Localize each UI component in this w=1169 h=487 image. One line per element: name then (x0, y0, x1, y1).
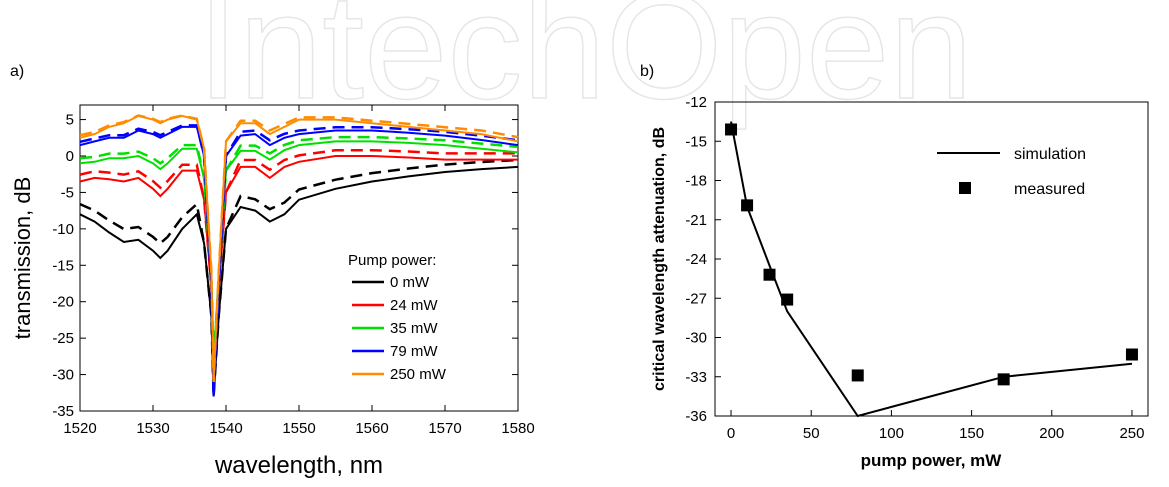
panel-b-y-tick-label: -15 (685, 133, 707, 150)
panel-b-x-tick-label: 250 (1119, 425, 1144, 442)
panel-a-legend-label: 250 mW (390, 366, 447, 383)
panel-a-y-tick-label: -25 (52, 330, 74, 347)
panel-b-y-tick-label: -12 (685, 94, 707, 111)
panel-a-plot-frame (79, 104, 519, 412)
panel-b-legend-square-swatch (959, 182, 971, 194)
panel-a-legend: Pump power: 0 mW 24 mW 35 mW 79 mW 250 mW (348, 252, 447, 383)
panel-b-x-tick-label: 0 (727, 425, 735, 442)
panel-b-measured-marker (851, 369, 864, 382)
panel-a-y-tick-label: -10 (52, 221, 74, 238)
panel-b-legend-label: simulation (1014, 146, 1086, 163)
panel-a-legend-label: 0 mW (390, 274, 430, 291)
panel-a-series-line (79, 125, 519, 397)
panel-b-measured-marker (781, 293, 794, 306)
panel-a-x-tick-label: 1570 (428, 420, 461, 437)
panel-a-y-tick-label: -15 (52, 257, 74, 274)
panel-b: b) 0 50 100 150 200 250 -12 -15 -18 -21 -24 -27 -30 -… (640, 63, 1149, 470)
panel-a-series-dashed (79, 158, 519, 397)
panel-a-x-tick-label: 1550 (282, 420, 315, 437)
panel-a-y-tick-label: -5 (61, 184, 74, 201)
panel-a-y-tick-label: 5 (66, 112, 74, 129)
panel-b-x-tick-label: 50 (803, 425, 820, 442)
panel-a-ticks: 1520 1530 1540 1550 1560 1570 1580 5 0 -5 -10 -15 -2… (52, 105, 535, 437)
panel-a-series-dashed (79, 114, 519, 382)
panel-a-x-axis-label: wavelength, nm (214, 452, 383, 479)
panel-a: a) 1520 1530 1540 1550 1560 1570 1580 5 0 -5 -10 -1… (10, 63, 535, 479)
panel-a-y-tick-label: -20 (52, 294, 74, 311)
panel-b-measured-marker (1125, 348, 1138, 361)
panel-b-measured-marker (725, 123, 738, 136)
panel-b-y-tick-label: -30 (685, 330, 707, 347)
panel-b-y-tick-label: -27 (685, 290, 707, 307)
panel-a-series-line (79, 140, 519, 361)
panel-b-legend-label: measured (1014, 181, 1085, 198)
panel-a-x-tick-label: 1540 (209, 420, 242, 437)
panel-a-x-tick-label: 1520 (63, 420, 96, 437)
panel-b-x-tick-label: 100 (879, 425, 904, 442)
panel-a-legend-title: Pump power: (348, 252, 436, 269)
panel-b-y-tick-label: -36 (685, 408, 707, 425)
panel-b-ticks: 0 50 100 150 200 250 -12 -15 -18 -21 -24 -27 -30 -33 -… (685, 94, 1144, 442)
panel-a-y-tick-label: 0 (66, 148, 74, 165)
panel-b-x-axis-label: pump power, mW (861, 451, 1003, 470)
watermark-text: IntechOpen (197, 0, 973, 130)
panel-b-simulation-line (730, 121, 1133, 418)
panel-a-legend-label: 24 mW (390, 297, 438, 314)
panel-a-series-line (79, 165, 519, 397)
panel-b-y-axis-label: critical wavelength attenuation, dB (651, 127, 668, 391)
panel-b-legend: simulation measured (937, 146, 1086, 198)
panel-b-measured-marker (763, 268, 776, 281)
panel-b-y-tick-label: -24 (685, 251, 707, 268)
panel-b-x-tick-label: 150 (959, 425, 984, 442)
panel-a-series-dashed (79, 124, 519, 397)
panel-a-x-tick-label: 1530 (136, 420, 169, 437)
panel-a-series-line (79, 155, 518, 368)
panel-b-y-tick-label: -18 (685, 173, 707, 190)
panel-a-legend-label: 35 mW (390, 320, 438, 337)
panel-b-y-tick-label: -21 (685, 212, 707, 229)
panel-b-y-tick-label: -33 (685, 369, 707, 386)
panel-a-y-tick-label: -35 (52, 403, 74, 420)
panel-b-label: b) (640, 63, 654, 80)
panel-b-measured-marker (741, 199, 754, 212)
panel-a-series-dashed (79, 148, 518, 368)
panel-a-series (79, 114, 519, 397)
panel-b-measured-marker (997, 373, 1010, 386)
panel-a-label: a) (10, 63, 24, 80)
panel-a-x-tick-label: 1580 (501, 420, 534, 437)
panel-a-x-tick-label: 1560 (355, 420, 388, 437)
panel-b-x-tick-label: 200 (1039, 425, 1064, 442)
panel-a-y-axis-label: transmission, dB (10, 177, 35, 340)
panel-a-y-tick-label: -30 (52, 367, 74, 384)
panel-b-series (725, 121, 1138, 418)
panel-a-legend-label: 79 mW (390, 343, 438, 360)
